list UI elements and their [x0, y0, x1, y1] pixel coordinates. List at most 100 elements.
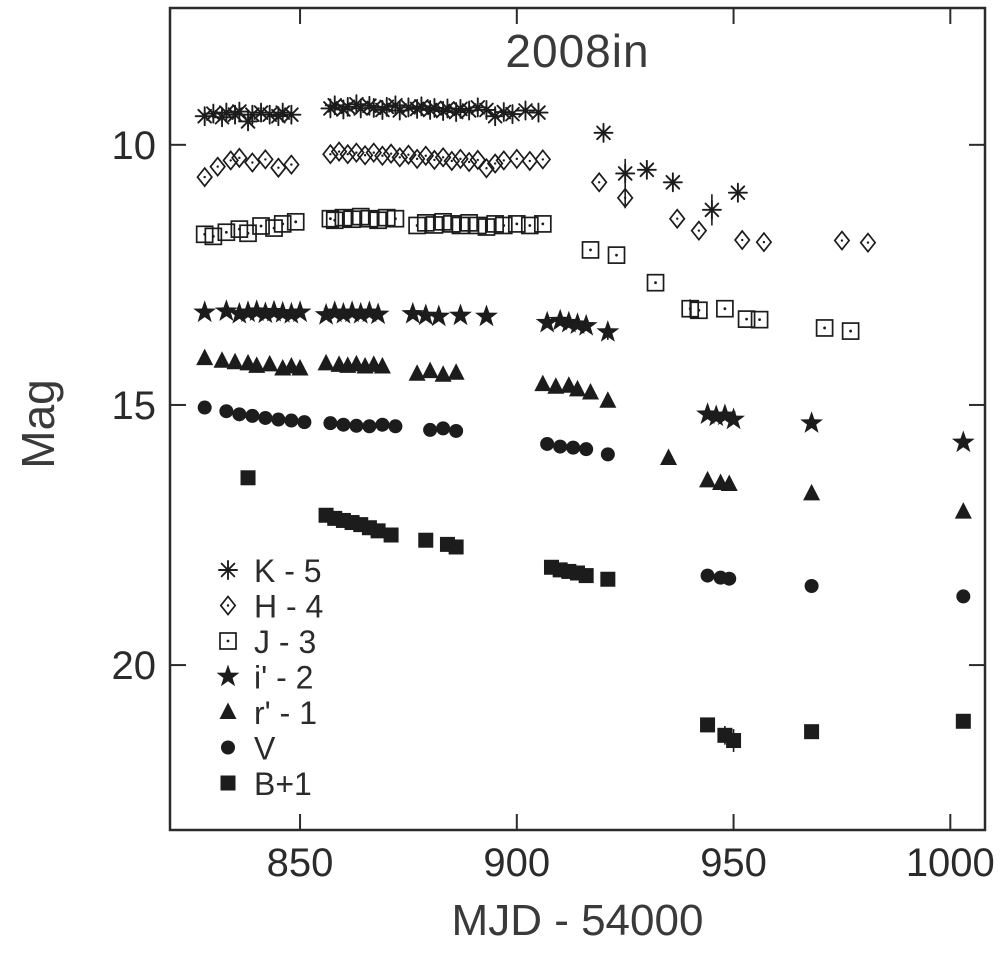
legend-label: V [254, 731, 276, 767]
data-point-marker [262, 107, 278, 122]
data-point-marker [314, 302, 338, 325]
data-point-marker [414, 99, 429, 114]
data-point-marker [219, 105, 234, 120]
data-point-marker [493, 162, 497, 165]
x-axis-label: MJD - 54000 [451, 896, 704, 945]
data-point-marker [486, 153, 504, 174]
data-point-marker [745, 317, 748, 321]
data-point-marker [227, 301, 251, 324]
legend: K - 5H - 4J - 3i' - 2r' - 1VB+1 [216, 553, 323, 802]
legend-label: K - 5 [254, 553, 322, 589]
data-point-marker [704, 202, 720, 218]
data-point-marker [590, 171, 608, 193]
x-tick-label: 950 [700, 841, 767, 885]
data-point-marker [449, 303, 472, 326]
data-point-marker [758, 318, 761, 322]
data-point-marker [700, 568, 715, 583]
data-point-marker [366, 100, 382, 116]
legend-label: H - 4 [254, 589, 323, 625]
data-point-marker [541, 158, 545, 161]
data-point-marker [264, 158, 267, 161]
legend-label: i' - 2 [254, 660, 313, 696]
data-point-marker [485, 167, 488, 170]
data-point-marker [596, 320, 620, 342]
data-point-marker [553, 439, 568, 454]
data-point-marker [665, 174, 681, 190]
data-point-marker [421, 361, 439, 379]
data-point-marker [676, 217, 679, 220]
data-point-marker [317, 353, 335, 371]
data-point-marker [370, 523, 386, 539]
data-point-marker [401, 301, 425, 324]
legend-item-k: K - 5 [218, 553, 322, 589]
data-point-marker [386, 209, 405, 228]
data-point-marker [340, 99, 356, 115]
data-point-marker [502, 224, 506, 227]
data-point-marker [434, 146, 452, 168]
data-point-marker [460, 151, 478, 173]
legend-label: J - 3 [254, 624, 316, 660]
data-point-marker [574, 313, 598, 336]
data-point-marker [271, 412, 286, 427]
data-point-marker [216, 664, 240, 687]
data-point-marker [528, 159, 532, 163]
series-v [197, 400, 971, 604]
data-point-marker [283, 154, 300, 175]
data-point-marker [716, 299, 734, 318]
data-point-marker [373, 356, 391, 374]
data-point-marker [270, 157, 287, 179]
data-point-marker [284, 107, 299, 122]
data-point-marker [515, 222, 519, 226]
data-point-marker [450, 159, 453, 163]
data-point-marker [220, 775, 236, 791]
data-point-marker [520, 216, 539, 235]
series-j [195, 207, 860, 340]
data-point-marker [528, 224, 532, 227]
data-point-marker [400, 144, 417, 166]
data-point-marker [547, 377, 565, 394]
data-point-marker [323, 416, 338, 431]
data-point-marker [382, 143, 400, 165]
data-point-marker [540, 436, 555, 451]
data-point-marker [280, 301, 303, 324]
data-point-marker [355, 151, 358, 154]
data-point-marker [248, 356, 266, 373]
data-point-marker [427, 304, 451, 327]
data-point-marker [231, 147, 248, 169]
data-point-marker [362, 419, 377, 434]
data-point-marker [217, 223, 236, 242]
data-point-marker [443, 150, 461, 172]
data-point-marker [475, 304, 498, 327]
data-point-marker [251, 161, 254, 164]
legend-item-v: V [221, 731, 276, 767]
data-point-marker [607, 246, 626, 264]
data-point-marker [346, 152, 349, 156]
data-point-marker [197, 400, 212, 415]
data-point-marker [253, 105, 269, 120]
data-point-marker [408, 148, 426, 170]
data-point-marker [193, 300, 217, 323]
data-point-marker [244, 152, 261, 173]
data-point-marker [213, 351, 231, 368]
data-point-marker [646, 273, 665, 292]
data-point-marker [478, 157, 495, 179]
series-k [194, 94, 748, 226]
data-point-marker [617, 166, 633, 181]
data-point-marker [566, 440, 581, 455]
data-point-marker [660, 448, 678, 466]
data-point-marker [226, 352, 244, 370]
legend-item-h: H - 4 [219, 589, 323, 625]
data-point-marker [441, 156, 445, 159]
data-point-marker [336, 417, 351, 432]
data-point-marker [423, 422, 438, 437]
data-point-marker [332, 301, 355, 324]
data-point-marker [951, 430, 975, 453]
series-rprime [196, 348, 972, 519]
data-point-marker [495, 150, 513, 171]
data-point-marker [391, 146, 409, 168]
data-point-marker [209, 156, 226, 178]
data-point-marker [232, 407, 247, 422]
data-point-marker [569, 379, 586, 397]
data-point-marker [418, 532, 434, 548]
